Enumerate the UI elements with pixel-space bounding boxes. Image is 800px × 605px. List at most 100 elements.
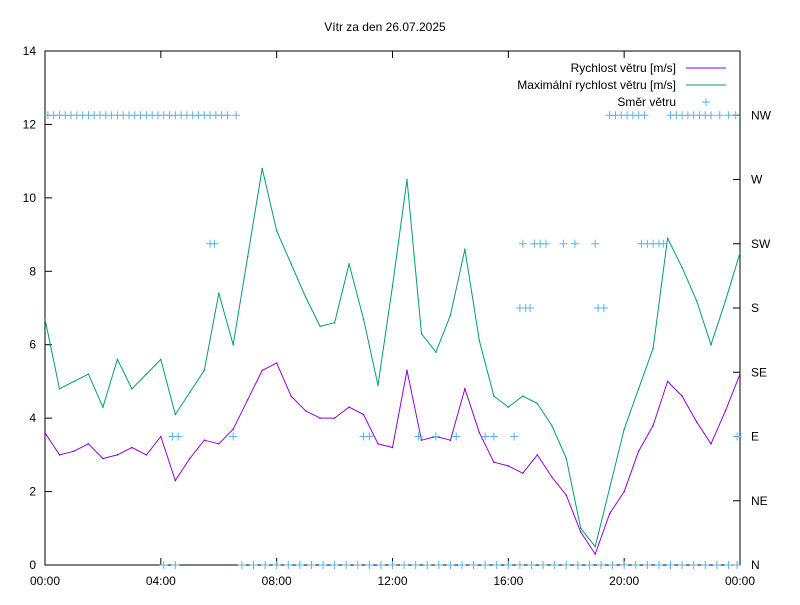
direction-marker [733, 561, 742, 569]
direction-marker [171, 561, 180, 569]
legend-label: Směr větru [617, 95, 676, 109]
y-tick-label: 12 [23, 117, 37, 131]
series-point [406, 178, 408, 181]
series-point [232, 343, 234, 346]
series-point [333, 321, 336, 324]
direction-marker [715, 111, 724, 120]
series-point [695, 421, 698, 423]
y2-tick-label: N [751, 558, 760, 572]
series-point [174, 479, 177, 482]
series-point [579, 527, 582, 530]
series-point [304, 296, 307, 298]
series-point [536, 454, 539, 456]
direction-marker [261, 561, 270, 569]
direction-marker [724, 561, 733, 569]
direction-marker [481, 432, 490, 441]
series-point [522, 472, 524, 475]
series-point [261, 167, 264, 170]
series-point [594, 553, 596, 555]
direction-marker [570, 239, 579, 248]
series-point [522, 395, 524, 397]
series-point [319, 417, 321, 419]
series-layer [43, 111, 742, 569]
series-point [623, 428, 625, 431]
x-tick-label: 08:00 [262, 574, 292, 588]
series-point [449, 439, 452, 442]
y2-tick-label: E [751, 430, 759, 444]
series-point [507, 406, 510, 408]
y2-tick-label: W [751, 173, 763, 187]
series-point [594, 545, 596, 548]
direction-marker [492, 561, 501, 569]
direction-marker [458, 561, 466, 569]
series-point [58, 454, 61, 456]
direction-marker [229, 432, 238, 441]
series-point [608, 512, 611, 515]
y-tick-label: 6 [29, 338, 36, 352]
x-tick-label: 16:00 [493, 574, 523, 588]
direction-marker [232, 111, 241, 120]
series-point [681, 395, 683, 397]
series-point [160, 435, 162, 438]
direction-marker [701, 561, 710, 569]
y-tick-label: 0 [29, 558, 36, 572]
y2-tick-label: SW [751, 237, 771, 251]
direction-marker [573, 561, 582, 569]
series-point [174, 413, 177, 416]
y-tick-label: 14 [23, 44, 37, 58]
direction-marker [414, 432, 423, 441]
series-point [44, 432, 46, 434]
series-point [58, 388, 61, 390]
series-point [348, 263, 350, 265]
direction-marker [330, 561, 339, 569]
direction-marker [353, 561, 362, 569]
series-point [377, 443, 379, 445]
series-point [695, 299, 698, 302]
direction-marker [515, 561, 524, 569]
series-point [493, 395, 495, 397]
y2-tick-label: S [751, 301, 759, 315]
series-point [435, 351, 437, 353]
series-point [304, 410, 307, 412]
series-point [681, 266, 683, 269]
series-point [710, 443, 712, 445]
direction-marker [585, 561, 594, 569]
y2-tick-label: NE [751, 494, 768, 508]
direction-marker [223, 111, 232, 120]
series-point [218, 292, 220, 295]
series-point [203, 369, 206, 372]
direction-marker [631, 561, 640, 569]
direction-marker [597, 561, 605, 569]
direction-marker [272, 561, 281, 569]
direction-marker [295, 561, 304, 569]
direction-marker [678, 561, 687, 569]
series-point [536, 402, 539, 405]
series-point [232, 428, 234, 431]
series-point [87, 373, 90, 375]
direction-marker [599, 304, 608, 312]
series-point [666, 237, 669, 239]
direction-marker [481, 561, 490, 569]
series-point [377, 384, 379, 386]
series-line-0 [44, 362, 741, 555]
series-point [145, 454, 148, 456]
chart-title: Vítr za den 26.07.2025 [324, 20, 446, 34]
direction-marker [654, 561, 663, 569]
direction-marker [342, 561, 351, 569]
x-tick-label: 20:00 [609, 574, 639, 588]
series-point [131, 388, 133, 390]
direction-marker [689, 561, 698, 569]
series-point [160, 358, 162, 361]
series-line-1 [44, 168, 741, 548]
direction-marker [388, 561, 397, 569]
series-point [507, 465, 510, 467]
series-point [275, 230, 278, 232]
direction-marker [707, 111, 716, 120]
direction-marker [541, 239, 550, 248]
x-tick-label: 00:00 [30, 574, 60, 588]
direction-marker [365, 561, 374, 569]
direction-marker [376, 561, 385, 569]
series-point [464, 248, 466, 251]
legend: Rychlost větru [m/s] Maximální rychlost v… [517, 61, 726, 109]
direction-marker [562, 561, 571, 569]
